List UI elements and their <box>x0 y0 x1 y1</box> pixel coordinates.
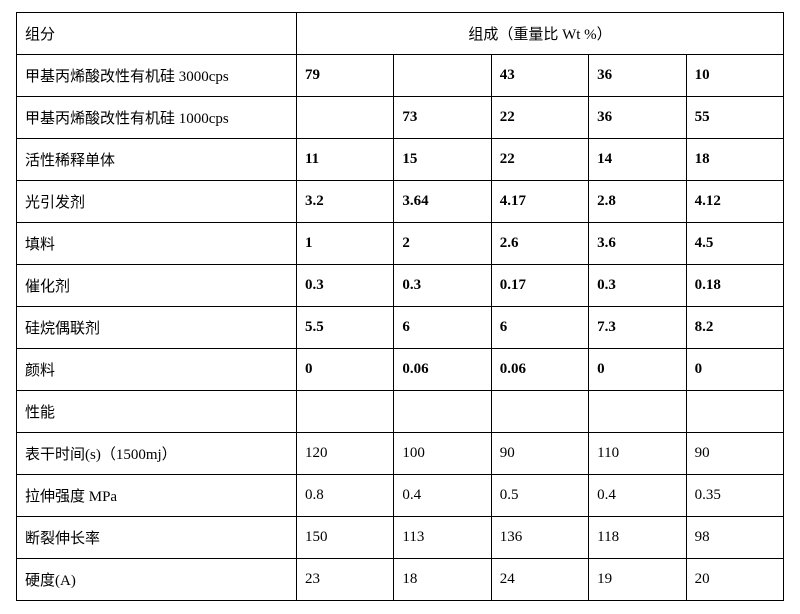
table-header-row: 组分 组成（重量比 Wt %） <box>17 13 784 55</box>
table-cell: 1 <box>297 223 394 265</box>
table-cell: 3.64 <box>394 181 491 223</box>
table-cell: 3.6 <box>589 223 686 265</box>
table-cell: 0.3 <box>297 265 394 307</box>
row-label: 颜料 <box>17 349 297 391</box>
table-cell: 3.2 <box>297 181 394 223</box>
table-cell: 11 <box>297 139 394 181</box>
table-cell: 90 <box>686 433 783 475</box>
table-cell: 2 <box>394 223 491 265</box>
table-cell: 6 <box>394 307 491 349</box>
table-cell <box>686 391 783 433</box>
table-cell: 43 <box>491 55 588 97</box>
table-cell: 7.3 <box>589 307 686 349</box>
table-cell: 2.8 <box>589 181 686 223</box>
table-cell: 90 <box>491 433 588 475</box>
table-cell: 24 <box>491 559 588 601</box>
table-cell: 5.5 <box>297 307 394 349</box>
table-cell <box>394 55 491 97</box>
row-label: 拉伸强度 MPa <box>17 475 297 517</box>
table-cell: 113 <box>394 517 491 559</box>
table-cell: 118 <box>589 517 686 559</box>
row-label: 光引发剂 <box>17 181 297 223</box>
table-cell <box>394 391 491 433</box>
table-cell: 0.17 <box>491 265 588 307</box>
table-cell: 0 <box>589 349 686 391</box>
table-cell: 14 <box>589 139 686 181</box>
table-body: 甲基丙烯酸改性有机硅 3000cps79433610甲基丙烯酸改性有机硅 100… <box>17 55 784 601</box>
table-cell: 4.17 <box>491 181 588 223</box>
table-cell: 19 <box>589 559 686 601</box>
table-cell: 0.4 <box>394 475 491 517</box>
table-cell: 22 <box>491 139 588 181</box>
table-cell: 0.5 <box>491 475 588 517</box>
table-cell: 0.3 <box>589 265 686 307</box>
header-components: 组分 <box>17 13 297 55</box>
table-cell: 79 <box>297 55 394 97</box>
table-cell <box>297 97 394 139</box>
table-cell: 100 <box>394 433 491 475</box>
table-cell: 98 <box>686 517 783 559</box>
table-cell: 0.8 <box>297 475 394 517</box>
table-cell <box>589 391 686 433</box>
table-cell: 55 <box>686 97 783 139</box>
table-row: 填料122.63.64.5 <box>17 223 784 265</box>
table-row: 催化剂0.30.30.170.30.18 <box>17 265 784 307</box>
composition-table: 组分 组成（重量比 Wt %） 甲基丙烯酸改性有机硅 3000cps79 4336… <box>16 12 784 601</box>
row-label: 甲基丙烯酸改性有机硅 1000cps <box>17 97 297 139</box>
table-row: 断裂伸长率15011313611898 <box>17 517 784 559</box>
table-cell: 36 <box>589 55 686 97</box>
table-cell: 4.12 <box>686 181 783 223</box>
row-label: 填料 <box>17 223 297 265</box>
table-cell <box>297 391 394 433</box>
table-cell: 0.3 <box>394 265 491 307</box>
row-label: 硅烷偶联剂 <box>17 307 297 349</box>
table-cell: 0 <box>297 349 394 391</box>
table-cell: 150 <box>297 517 394 559</box>
row-label: 催化剂 <box>17 265 297 307</box>
table-row: 甲基丙烯酸改性有机硅 3000cps79 433610 <box>17 55 784 97</box>
table-cell: 6 <box>491 307 588 349</box>
table-cell: 0.06 <box>491 349 588 391</box>
table-row: 表干时间(s)（1500mj）1201009011090 <box>17 433 784 475</box>
header-composition: 组成（重量比 Wt %） <box>297 13 784 55</box>
table-cell: 20 <box>686 559 783 601</box>
table-row: 颜料00.060.0600 <box>17 349 784 391</box>
row-label: 活性稀释单体 <box>17 139 297 181</box>
row-label: 性能 <box>17 391 297 433</box>
table-cell <box>491 391 588 433</box>
table-cell: 2.6 <box>491 223 588 265</box>
table-cell: 0.35 <box>686 475 783 517</box>
table-row: 硅烷偶联剂5.5667.38.2 <box>17 307 784 349</box>
table-cell: 15 <box>394 139 491 181</box>
table-cell: 110 <box>589 433 686 475</box>
table-cell: 18 <box>394 559 491 601</box>
table-cell: 0.06 <box>394 349 491 391</box>
table-row: 性能 <box>17 391 784 433</box>
table-row: 光引发剂3.23.644.172.84.12 <box>17 181 784 223</box>
table-cell: 0.18 <box>686 265 783 307</box>
table-cell: 73 <box>394 97 491 139</box>
table-row: 甲基丙烯酸改性有机硅 1000cps 73223655 <box>17 97 784 139</box>
table-cell: 18 <box>686 139 783 181</box>
table-cell: 0 <box>686 349 783 391</box>
row-label: 甲基丙烯酸改性有机硅 3000cps <box>17 55 297 97</box>
row-label: 硬度(A) <box>17 559 297 601</box>
table-row: 活性稀释单体1115221418 <box>17 139 784 181</box>
table-cell: 22 <box>491 97 588 139</box>
row-label: 断裂伸长率 <box>17 517 297 559</box>
table-cell: 136 <box>491 517 588 559</box>
table-cell: 120 <box>297 433 394 475</box>
row-label: 表干时间(s)（1500mj） <box>17 433 297 475</box>
table-row: 拉伸强度 MPa0.80.40.50.40.35 <box>17 475 784 517</box>
table-cell: 4.5 <box>686 223 783 265</box>
table-cell: 0.4 <box>589 475 686 517</box>
table-cell: 23 <box>297 559 394 601</box>
table-cell: 36 <box>589 97 686 139</box>
table-cell: 8.2 <box>686 307 783 349</box>
table-cell: 10 <box>686 55 783 97</box>
table-row: 硬度(A)2318241920 <box>17 559 784 601</box>
